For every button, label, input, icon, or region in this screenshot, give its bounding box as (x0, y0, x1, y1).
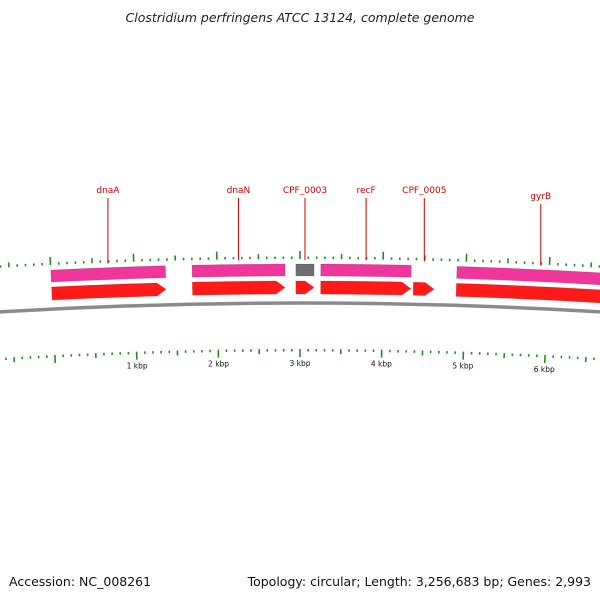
genes-value: 2,993 (555, 574, 591, 589)
gene-label-gyrB[interactable]: gyrB (530, 192, 551, 202)
cds-arrow-recF (320, 280, 412, 296)
cds-arrow-gyrB (455, 283, 600, 304)
scale-labels: 1 kbp 2 kbp 3 kbp 4 kbp 5 kbp 6 kbp (127, 359, 555, 374)
genome-backbone (0, 301, 600, 314)
backbone-arc (0, 301, 600, 314)
scale-label: 5 kbp (452, 362, 473, 371)
stats-separator: ; (356, 574, 365, 589)
cds-track (51, 280, 600, 304)
feature-band-gyrB (456, 266, 600, 286)
gene-labels: dnaA dnaN CPF_0003 recF CPF_0005 gyrB (96, 186, 551, 266)
gene-label-CPF_0003[interactable]: CPF_0003 (283, 186, 327, 196)
scale-label: 3 kbp (289, 359, 310, 368)
gene-label-CPF_0005[interactable]: CPF_0005 (402, 186, 446, 196)
accession-value: NC_008261 (79, 574, 152, 589)
genome-stats: Topology: circular; Length: 3,256,683 bp… (248, 574, 591, 589)
gene-label-recF[interactable]: recF (357, 186, 376, 196)
gene-label-dnaA[interactable]: dnaA (96, 186, 120, 196)
cds-arrow-CPF_0005 (412, 281, 435, 296)
stats-separator: ; (499, 574, 508, 589)
length-value: 3,256,683 bp (415, 574, 500, 589)
feature-band-dnaA (50, 265, 167, 283)
scale-label: 4 kbp (371, 360, 392, 369)
scale-label: 1 kbp (127, 362, 148, 371)
inner-tick-ring (5, 349, 595, 364)
feature-band-recF (320, 263, 412, 278)
topology-value: circular (310, 574, 357, 589)
feature-band-dnaN (191, 263, 286, 278)
cds-arrow-CPF_0003 (295, 280, 315, 295)
topology-label: Topology: (247, 574, 307, 589)
cds-arrow-dnaA (51, 282, 167, 301)
cds-arrow-dnaN (192, 280, 286, 296)
length-label: Length: (364, 574, 412, 589)
accession-info: Accession: NC_008261 (9, 574, 151, 589)
feature-band-CPF_0003 (295, 263, 315, 277)
scale-label: 6 kbp (534, 365, 555, 374)
feature-band-track (50, 263, 600, 286)
scale-label: 2 kbp (208, 360, 229, 369)
gene-label-dnaN[interactable]: dnaN (227, 186, 251, 196)
map-title: Clostridium perfringens ATCC 13124, comp… (125, 10, 475, 25)
genes-label: Genes: (507, 574, 552, 589)
accession-label: Accession: (9, 574, 76, 589)
